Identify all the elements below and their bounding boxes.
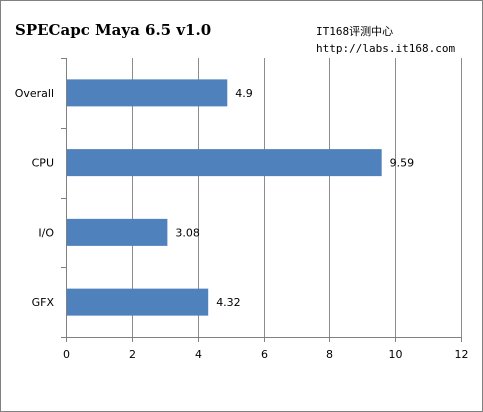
x-tick-label-3: 6 [261, 348, 268, 361]
x-tick-label-6: 12 [455, 348, 469, 361]
category-label-0: Overall [15, 87, 54, 100]
watermark-line-2: http://labs.it168.com [316, 42, 456, 55]
bar-io [67, 218, 168, 246]
bar-cpu [67, 149, 382, 177]
x-tick-label-4: 8 [326, 348, 333, 361]
bar-gfx [67, 288, 209, 316]
x-tick-label-1: 2 [129, 348, 136, 361]
data-label-2: 3.08 [175, 226, 200, 239]
data-label-1: 9.59 [390, 157, 415, 170]
x-tick-label-2: 4 [195, 348, 202, 361]
watermark: IT168评测中心 http://labs.it168.com [316, 23, 455, 57]
category-label-2: I/O [38, 226, 54, 239]
data-label-0: 4.9 [235, 87, 253, 100]
x-tick-label-0: 0 [63, 348, 70, 361]
watermark-line-1: IT168评测中心 [316, 25, 394, 38]
x-tick-label-5: 10 [389, 348, 403, 361]
bar-overall [67, 79, 228, 107]
category-label-3: GFX [32, 296, 55, 309]
data-label-3: 4.32 [216, 296, 241, 309]
category-label-1: CPU [32, 157, 54, 170]
chart-title: SPECapc Maya 6.5 v1.0 [15, 21, 212, 39]
